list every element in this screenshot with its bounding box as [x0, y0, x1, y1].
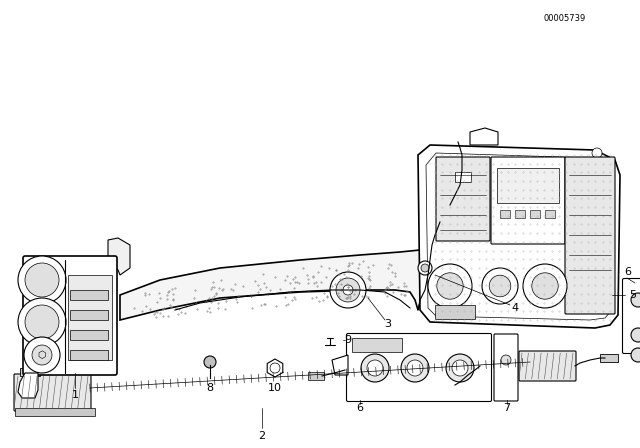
Circle shape — [336, 278, 360, 302]
Text: 1: 1 — [72, 390, 79, 400]
Circle shape — [428, 264, 472, 308]
Text: 7: 7 — [504, 403, 511, 413]
Bar — [545, 210, 555, 218]
Circle shape — [631, 348, 640, 362]
Text: 10: 10 — [268, 383, 282, 393]
Text: 9: 9 — [344, 335, 351, 345]
Circle shape — [361, 354, 389, 382]
Bar — [15, 408, 95, 416]
Text: 8: 8 — [207, 383, 214, 393]
FancyBboxPatch shape — [14, 374, 91, 411]
Bar — [530, 210, 540, 218]
Polygon shape — [18, 373, 38, 398]
Text: 3: 3 — [385, 319, 392, 329]
Circle shape — [631, 293, 640, 307]
Circle shape — [24, 337, 60, 373]
Circle shape — [270, 363, 280, 373]
FancyBboxPatch shape — [491, 157, 565, 244]
Circle shape — [489, 275, 511, 297]
Bar — [448, 384, 462, 390]
Bar — [435, 305, 475, 319]
Text: 4: 4 — [511, 303, 518, 313]
Circle shape — [437, 273, 463, 299]
FancyBboxPatch shape — [519, 351, 576, 381]
Circle shape — [25, 305, 59, 339]
Bar — [70, 310, 108, 320]
Circle shape — [330, 272, 366, 308]
Polygon shape — [332, 355, 348, 375]
Circle shape — [418, 261, 432, 275]
Circle shape — [32, 345, 52, 365]
Bar — [70, 350, 108, 360]
Text: ⬡: ⬡ — [38, 350, 46, 360]
Circle shape — [532, 273, 558, 299]
Circle shape — [421, 264, 429, 272]
Circle shape — [401, 354, 429, 382]
Text: 2: 2 — [259, 431, 266, 441]
Bar — [308, 372, 324, 380]
Bar — [455, 172, 471, 182]
Circle shape — [367, 360, 383, 376]
Circle shape — [482, 268, 518, 304]
Circle shape — [501, 355, 511, 365]
Circle shape — [407, 360, 423, 376]
Text: 5: 5 — [630, 290, 637, 300]
Bar — [68, 275, 112, 360]
Bar — [500, 210, 510, 218]
FancyBboxPatch shape — [436, 157, 490, 241]
Text: 6: 6 — [625, 267, 632, 277]
Circle shape — [446, 354, 474, 382]
Bar — [600, 354, 618, 362]
Circle shape — [452, 360, 468, 376]
Circle shape — [631, 328, 640, 342]
Bar — [70, 290, 108, 300]
FancyBboxPatch shape — [494, 334, 518, 401]
FancyBboxPatch shape — [565, 157, 615, 314]
Circle shape — [25, 263, 59, 297]
Bar — [70, 330, 108, 340]
Bar — [352, 338, 402, 352]
FancyBboxPatch shape — [623, 279, 640, 353]
Circle shape — [204, 356, 216, 368]
Text: 6: 6 — [356, 403, 364, 413]
Circle shape — [343, 285, 353, 295]
Polygon shape — [470, 128, 498, 145]
Text: 00005739: 00005739 — [544, 13, 586, 22]
Polygon shape — [418, 145, 620, 328]
Circle shape — [18, 256, 66, 304]
Polygon shape — [120, 205, 450, 320]
Circle shape — [18, 298, 66, 346]
FancyBboxPatch shape — [23, 256, 117, 375]
Bar — [497, 168, 559, 203]
Polygon shape — [108, 238, 130, 275]
Circle shape — [523, 264, 567, 308]
Bar — [20, 368, 40, 376]
Circle shape — [592, 148, 602, 158]
Bar — [515, 210, 525, 218]
FancyBboxPatch shape — [346, 333, 492, 401]
